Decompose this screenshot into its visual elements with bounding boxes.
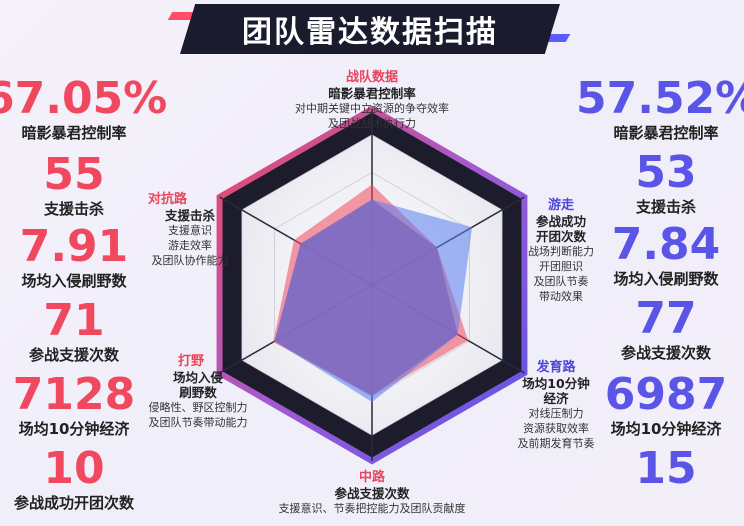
right-stat-value: 15 [635,443,697,494]
right-stat-6: 15 [576,446,744,494]
right-stat-1: 57.52% 暗影暴君控制率 [576,73,744,143]
left-stat-value: 10 [43,443,105,494]
axis-top-left-head: 对抗路 [148,192,188,207]
axis-bottom-left-desc-1: 侵略性、野区控制力 [148,401,248,414]
axis-bottom-sub: 参战支援次数 [334,486,410,501]
left-stat-value: 71 [43,295,105,346]
title-background [180,4,560,54]
axis-bottom-left-head: 打野 [178,354,205,369]
right-stat-label: 场均入侵刷野数 [613,270,719,288]
right-stat-4: 77 参战支援次数 [576,293,744,363]
left-stat-label: 暗影暴君控制率 [21,124,127,142]
left-stat-label: 参战支援次数 [28,346,119,364]
right-stat-5: 6987 场均10分钟经济 [576,369,744,439]
right-stat-label: 参战支援次数 [620,344,711,362]
left-stat-value: 7.91 [19,221,129,272]
axis-top-desc-1: 对中期关键中立资源的争夺效率 [295,102,449,115]
axis-label-bottom-right: 发育路 场均10分钟 经济 对线压制力 资源获取效率 及前期发育节奏 [506,360,606,451]
left-stat-label: 参战成功开团次数 [13,494,134,512]
axis-label-bottom-left: 打野 场均入侵 刷野数 侵略性、野区控制力 及团队节奏带动能力 [138,354,258,430]
left-stat-2: 55 支援击杀 [0,149,164,219]
left-stat-4: 71 参战支援次数 [0,295,164,365]
axis-bottom-right-desc-3: 及前期发育节奏 [517,437,595,450]
right-stat-value: 53 [635,147,697,198]
right-stat-value: 57.52% [576,73,744,124]
right-stat-2: 53 支援击杀 [576,147,744,217]
axis-bottom-right-head: 发育路 [536,360,576,375]
right-stat-label: 支援击杀 [635,198,696,216]
axis-label-bottom: 中路 参战支援次数 支援意识、节奏把控能力及团队贡献度 [262,470,482,516]
axis-bottom-right-sub: 场均10分钟 经济 [522,376,590,406]
left-stat-label: 支援击杀 [43,200,104,218]
title-banner: 团队雷达数据扫描 [167,4,571,54]
right-stat-label: 暗影暴君控制率 [613,124,719,142]
axis-bottom-desc-1: 支援意识、节奏把控能力及团队贡献度 [278,502,466,515]
axis-top-sub: 暗影暴君控制率 [328,86,416,101]
axis-top-right-desc-2: 开团胆识 [539,260,583,273]
axis-bottom-right-desc-1: 对线压制力 [528,407,584,420]
axis-bottom-left-sub: 场均入侵 刷野数 [172,370,223,400]
axis-top-right-sub: 参战成功 开团次数 [535,214,586,244]
left-stat-label: 场均入侵刷野数 [21,272,127,290]
axis-bottom-left-desc-2: 及团队节奏带动能力 [148,416,248,429]
left-stat-5: 7128 场均10分钟经济 [0,369,164,439]
axis-label-top-right: 游走 参战成功 开团次数 战场判断能力 开团胆识 及团队节奏 带动效果 [516,198,606,304]
right-stat-3: 7.84 场均入侵刷野数 [576,219,744,289]
right-stat-label: 场均10分钟经济 [610,420,722,438]
axis-top-right-desc-4: 带动效果 [539,290,583,303]
right-stat-value: 6987 [604,369,728,420]
axis-top-right-head: 游走 [547,198,574,213]
left-stat-3: 7.91 场均入侵刷野数 [0,221,164,291]
axis-top-right-desc-1: 战场判断能力 [528,245,594,258]
axis-top-left-desc-2: 游走效率 [168,239,212,252]
radar-overlap-area [274,199,458,396]
axis-top-left-desc-3: 及团队协作能力 [151,254,229,267]
left-stat-value: 55 [43,149,105,200]
left-stat-6: 10 参战成功开团次数 [0,443,164,513]
axis-label-top: 战队数据 暗影暴君控制率 对中期关键中立资源的争夺效率 及团战战术执行力 [262,70,482,131]
right-stat-value: 77 [635,293,697,344]
axis-label-top-left: 对抗路 支援击杀 支援意识 游走效率 及团队协作能力 [140,192,240,268]
axis-top-desc-2: 及团战战术执行力 [328,117,416,130]
right-stat-value: 7.84 [611,219,721,270]
left-stat-label: 场均10分钟经济 [18,420,130,438]
axis-top-left-sub: 支援击杀 [164,208,215,223]
axis-top-head: 战队数据 [345,70,398,85]
axis-bottom-right-desc-2: 资源获取效率 [523,422,589,435]
axis-top-right-desc-3: 及团队节奏 [533,275,589,288]
axis-top-left-desc-1: 支援意识 [168,224,212,237]
left-stat-value: 7128 [12,369,136,420]
left-stat-value: 67.05% [0,73,168,124]
left-stat-1: 67.05% 暗影暴君控制率 [0,73,168,143]
page-title: 团队雷达数据扫描 [242,15,498,50]
axis-bottom-head: 中路 [358,470,385,485]
